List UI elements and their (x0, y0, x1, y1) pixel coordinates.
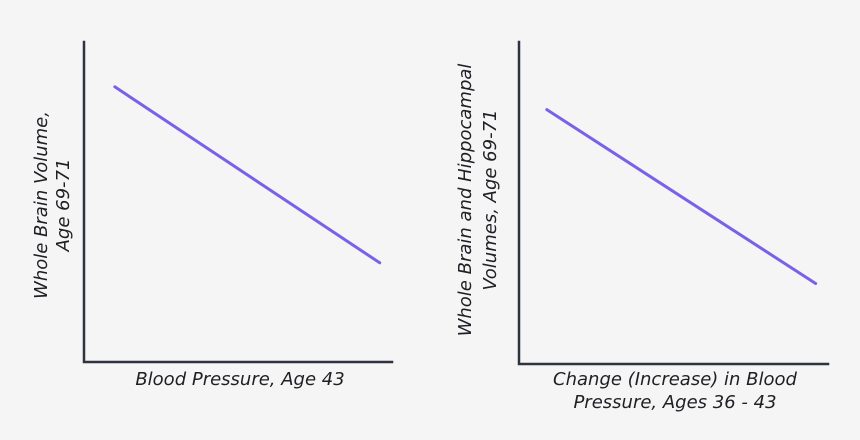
chart-right-y-axis-label-line2: Volumes, Age 69-71 (480, 110, 501, 291)
chart-right-y-axis-label-line1: Whole Brain and Hippocampal (455, 64, 476, 337)
chart-left-y-axis-label-line2: Age 69-71 (53, 159, 74, 253)
chart-right-series-line (545, 108, 818, 285)
chart-left-x-axis-label: Blood Pressure, Age 43 (135, 369, 344, 390)
chart-right: Change (Increase) in Blood Pressure, Age… (455, 40, 830, 413)
chart-right-x-axis-label-line1: Change (Increase) in Blood (553, 369, 797, 390)
chart-left-series-line (113, 85, 382, 265)
chart-right-axes (517, 40, 830, 366)
chart-left-y-axis-label-line1: Whole Brain Volume, (31, 111, 52, 299)
chart-left: Blood Pressure, Age 43 Whole Brain Volum… (31, 40, 394, 390)
chart-left-axes (82, 40, 394, 364)
chart-right-x-axis-label-line2: Pressure, Ages 36 - 43 (573, 392, 776, 413)
